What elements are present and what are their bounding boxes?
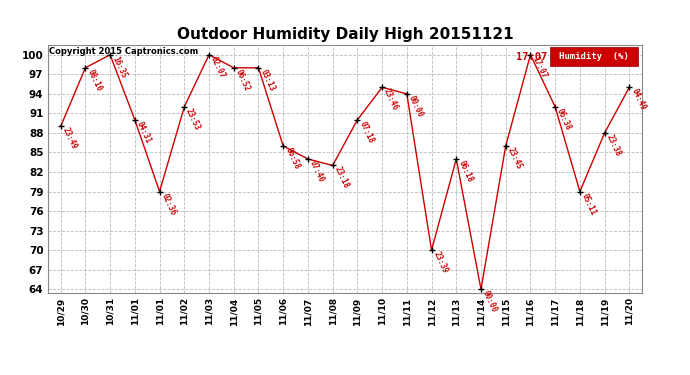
Text: 00:00: 00:00 — [481, 289, 499, 314]
Text: 06:18: 06:18 — [456, 159, 474, 184]
Text: Copyright 2015 Captronics.com: Copyright 2015 Captronics.com — [50, 48, 199, 57]
Text: 23:46: 23:46 — [382, 87, 400, 112]
Text: 02:36: 02:36 — [159, 192, 177, 216]
Text: 16:35: 16:35 — [110, 55, 128, 80]
Text: 23:38: 23:38 — [604, 133, 622, 158]
Text: 06:52: 06:52 — [234, 68, 252, 93]
Text: 05:11: 05:11 — [580, 192, 598, 216]
Text: 04:31: 04:31 — [135, 120, 152, 145]
Text: 07:40: 07:40 — [308, 159, 326, 184]
Text: 03:13: 03:13 — [259, 68, 277, 93]
Text: 06:58: 06:58 — [283, 146, 301, 171]
Text: 17:07: 17:07 — [515, 52, 546, 62]
Text: 17:07: 17:07 — [531, 55, 549, 80]
Text: 23:53: 23:53 — [184, 107, 202, 132]
Text: 23:45: 23:45 — [506, 146, 524, 171]
Text: 08:10: 08:10 — [86, 68, 104, 93]
Text: Humidity  (%): Humidity (%) — [559, 52, 629, 61]
FancyBboxPatch shape — [550, 48, 638, 66]
Text: 23:18: 23:18 — [333, 165, 351, 190]
Text: 02:07: 02:07 — [209, 55, 227, 80]
Text: 23:49: 23:49 — [61, 126, 79, 151]
Title: Outdoor Humidity Daily High 20151121: Outdoor Humidity Daily High 20151121 — [177, 27, 513, 42]
Text: 23:39: 23:39 — [431, 250, 449, 275]
Text: 06:38: 06:38 — [555, 107, 573, 132]
Text: 00:00: 00:00 — [407, 94, 425, 118]
Text: 04:49: 04:49 — [629, 87, 647, 112]
Text: 07:18: 07:18 — [357, 120, 375, 145]
